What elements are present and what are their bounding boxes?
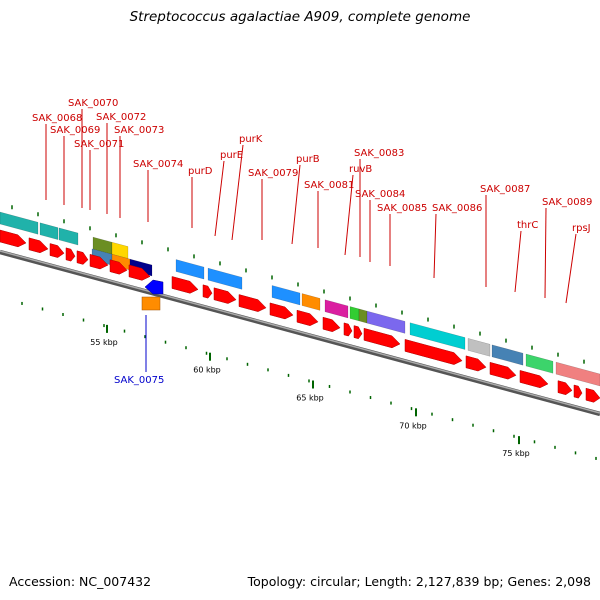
- reverse-cds-arrow: [144, 279, 164, 295]
- cds-arrow: [296, 309, 319, 326]
- gene-label: SAK_0074: [133, 159, 183, 170]
- cds-arrow: [573, 384, 583, 399]
- cds-arrow: [557, 380, 573, 396]
- cds-arrow: [343, 322, 353, 337]
- feature-block: [349, 306, 360, 322]
- genome-summary-text: Topology: circular; Length: 2,127,839 bp…: [247, 574, 591, 589]
- backbone: [0, 249, 600, 417]
- accession-text: Accession: NC_007432: [9, 574, 152, 589]
- tick-label: 65 kbp: [296, 394, 324, 403]
- label-leader-line: [231, 144, 244, 241]
- cds-arrows: [0, 229, 600, 403]
- feature-block: [0, 211, 39, 235]
- feature-block: [39, 222, 59, 240]
- cds-arrow: [238, 294, 267, 312]
- tick-label: 55 kbp: [90, 338, 118, 347]
- gene-label: SAK_0086: [432, 203, 482, 214]
- gene-label: SAK_0075: [114, 375, 164, 386]
- map-title: Streptococcus agalactiae A909, complete …: [129, 9, 471, 25]
- gene-label: purE: [220, 150, 243, 161]
- gene-label: SAK_0089: [542, 197, 592, 208]
- label-leader-line: [544, 207, 547, 299]
- cds-arrow: [171, 276, 199, 294]
- cds-arrow: [489, 361, 517, 380]
- cds-arrow: [213, 287, 237, 304]
- tick-label: 75 kbp: [502, 449, 530, 458]
- feature-block: [491, 344, 524, 366]
- gene-label: purK: [239, 134, 263, 145]
- cds-arrow: [519, 370, 549, 389]
- gene-label: rpsJ: [572, 223, 591, 234]
- backbone-line: [0, 249, 600, 417]
- gene-label: SAK_0069: [50, 125, 100, 136]
- feature-block: [111, 241, 129, 259]
- cds-arrow: [0, 229, 27, 248]
- cds-arrow: [28, 237, 49, 254]
- backbone-highlight: [0, 250, 600, 414]
- label-lines: [45, 109, 577, 372]
- label-leader-line: [433, 213, 437, 279]
- reverse-feature-block: [141, 296, 161, 311]
- label-leader-line: [291, 164, 301, 245]
- cds-arrow: [363, 327, 401, 349]
- gene-label: SAK_0071: [74, 139, 124, 150]
- label-leader-line: [214, 160, 225, 237]
- gene-label: SAK_0068: [32, 113, 82, 124]
- feature-blocks: [0, 211, 600, 387]
- cds-arrow: [109, 259, 128, 275]
- gene-label: SAK_0084: [355, 189, 405, 200]
- feature-block: [271, 285, 301, 306]
- cds-arrow: [322, 316, 341, 333]
- cds-arrow: [65, 247, 76, 262]
- feature-block: [324, 299, 349, 319]
- gene-label: SAK_0087: [480, 184, 530, 195]
- cds-arrow: [585, 387, 600, 403]
- feature-block: [58, 227, 79, 246]
- cds-arrow: [353, 325, 363, 340]
- gene-label: SAK_0085: [377, 203, 427, 214]
- cds-arrow: [89, 253, 109, 270]
- gene-label: SAK_0073: [114, 125, 164, 136]
- label-leader-line: [565, 233, 577, 304]
- feature-block: [525, 353, 554, 374]
- feature-block: [409, 322, 466, 350]
- gene-label: purB: [296, 154, 320, 165]
- gene-label: thrC: [517, 220, 538, 231]
- cds-arrow: [76, 250, 89, 265]
- gene-label: SAK_0083: [354, 148, 404, 159]
- cds-arrow: [465, 355, 487, 372]
- feature-block: [175, 259, 205, 280]
- cds-arrow: [202, 284, 213, 299]
- feature-block: [207, 267, 243, 290]
- tick-label: 70 kbp: [399, 421, 427, 430]
- cds-arrow: [49, 243, 65, 258]
- feature-block: [366, 310, 406, 334]
- tick-marks: [11, 205, 597, 460]
- gene-label: SAK_0070: [68, 98, 118, 109]
- gene-label: purD: [188, 166, 213, 177]
- feature-block: [301, 293, 321, 311]
- feature-block: [358, 308, 368, 324]
- label-leader-line: [514, 230, 522, 293]
- feature-block: [467, 338, 491, 357]
- feature-block: [555, 361, 600, 387]
- cds-arrow: [128, 264, 151, 281]
- cds-arrow: [404, 339, 463, 365]
- label-leader-line: [344, 174, 354, 256]
- tick-label: 60 kbp: [193, 366, 221, 375]
- gene-label: ruvB: [349, 164, 372, 175]
- gene-label: SAK_0081: [304, 180, 354, 191]
- tick-labels: 55 kbp 60 kbp 65 kbp 70 kbp 75 kbp: [90, 338, 530, 458]
- gene-label: SAK_0072: [96, 112, 146, 123]
- gene-label: SAK_0079: [248, 168, 298, 179]
- cds-arrow: [269, 302, 294, 320]
